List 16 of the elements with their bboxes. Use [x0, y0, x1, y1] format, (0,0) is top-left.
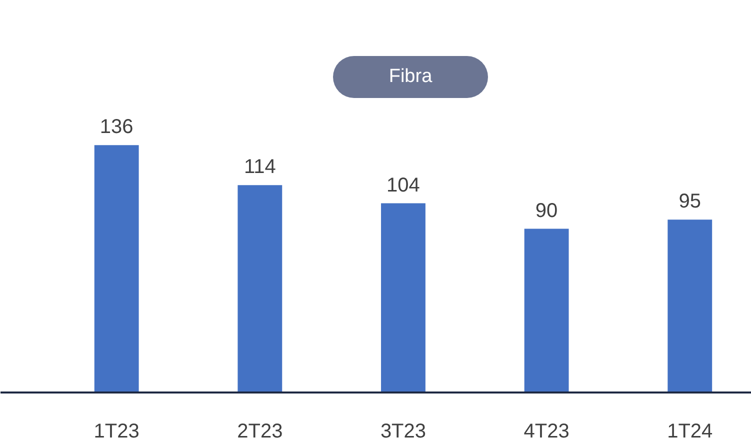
bar [524, 228, 569, 392]
bar [238, 185, 282, 392]
x-tick-label: 1T23 [94, 420, 140, 442]
data-label: 136 [100, 116, 134, 138]
data-label: 95 [678, 190, 701, 213]
x-tick-label: 1T24 [667, 420, 713, 442]
x-tick-label: 4T23 [524, 420, 570, 442]
bar [668, 220, 712, 392]
chart-title: Fibra [333, 56, 488, 98]
data-label: 104 [386, 174, 420, 196]
bar [381, 203, 426, 392]
data-label: 90 [535, 200, 558, 222]
bar [94, 145, 139, 392]
data-label: 114 [244, 156, 276, 178]
x-tick-label: 2T23 [237, 420, 283, 442]
x-tick-label: 3T23 [380, 420, 426, 442]
